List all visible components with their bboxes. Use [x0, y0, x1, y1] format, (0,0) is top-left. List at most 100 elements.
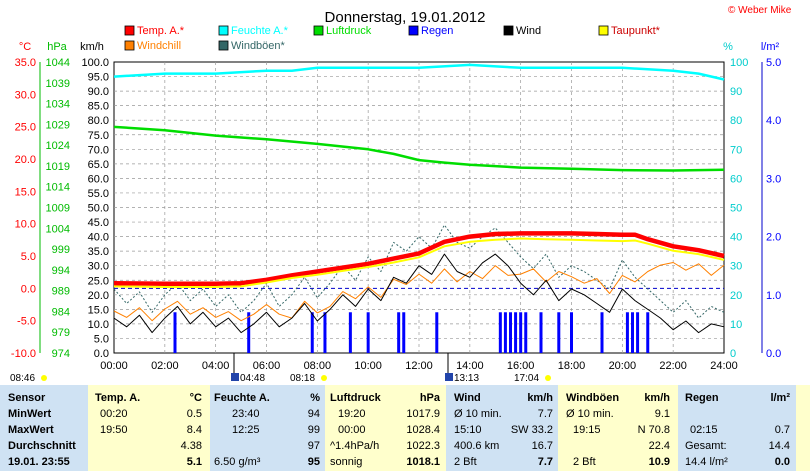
- wind-tick-label: 85.0: [88, 101, 109, 113]
- cur-gust-bft: 2 Bft: [573, 456, 596, 468]
- wind-tick-label: 10.0: [88, 319, 109, 331]
- pressure-tick-label: 979: [52, 327, 70, 339]
- series-line-taupunkt: [113, 237, 725, 288]
- cur-rain-value: 0.0: [774, 456, 790, 468]
- wind-tick-label: 50.0: [88, 203, 109, 215]
- min-press-time: 19:20: [338, 408, 366, 420]
- wind-tick-label: 60.0: [88, 173, 109, 185]
- series-line-feuchte-a: [113, 63, 725, 81]
- wind-tick-label: 30.0: [88, 261, 109, 273]
- temp-tick-label: 5.0: [21, 251, 36, 263]
- x-tick-label: 12:00: [405, 360, 433, 372]
- credit-text: © Weber Mike: [728, 5, 792, 16]
- min-temp-value: 0.5: [186, 408, 202, 420]
- avg-rain-value: 14.4: [768, 440, 790, 452]
- avg-gust-value: 22.4: [648, 440, 670, 452]
- sunrise-time: 04:48: [240, 373, 265, 384]
- legend-swatch: [218, 40, 229, 51]
- row-avg-label: Durchschnitt: [8, 440, 76, 452]
- moonrise-time: 13:13: [454, 373, 479, 384]
- sun-marker-label: 08:18: [290, 373, 315, 384]
- temp-tick-label: 20.0: [15, 154, 36, 166]
- stats-col-sensor: [0, 385, 88, 471]
- max-rain-value: 0.7: [774, 424, 790, 436]
- legend-swatch: [124, 40, 135, 51]
- rain-tick-label: 4.0: [766, 115, 781, 127]
- sun-markers: 08:46 04:48 08:18 13:13 17:04: [10, 353, 551, 384]
- sun-marker-label: 08:46: [10, 373, 35, 384]
- hdr-rain: Regen: [685, 392, 719, 404]
- legend-swatch: [503, 25, 514, 36]
- min-wind-label: Ø 10 min.: [454, 408, 502, 420]
- hdr-wind: Wind: [454, 392, 481, 404]
- rain-bar: [600, 312, 604, 353]
- wind-tick-label: 40.0: [88, 232, 109, 244]
- rain-bar: [524, 312, 528, 353]
- row-current-label: 19.01. 23:55: [8, 456, 70, 468]
- pressure-tick-label: 1009: [46, 203, 70, 215]
- max-hum-time: 12:25: [232, 424, 260, 436]
- pressure-axis-label: hPa: [47, 41, 67, 53]
- wind-tick-label: 55.0: [88, 188, 109, 200]
- stats-col-wind: [446, 385, 558, 471]
- sun-dot-icon: [321, 375, 327, 381]
- temp-tick-label: 25.0: [15, 122, 36, 134]
- temp-axis-label: °C: [19, 41, 31, 53]
- avg-wind-value: 16.7: [531, 440, 553, 452]
- humidity-tick-label: 20: [730, 290, 742, 302]
- moonrise-icon: [445, 373, 453, 381]
- cur-wind-bft: 2 Bft: [454, 456, 477, 468]
- x-tick-label: 08:00: [304, 360, 332, 372]
- pressure-tick-label: 999: [52, 244, 70, 256]
- max-rain-time: 02:15: [690, 424, 718, 436]
- rain-bar: [323, 312, 327, 353]
- temp-tick-label: 15.0: [15, 186, 36, 198]
- rain-bar: [539, 312, 543, 353]
- min-hum-value: 94: [307, 408, 320, 420]
- wind-axis-label: km/h: [80, 41, 104, 53]
- rain-tick-label: 0.0: [766, 348, 781, 360]
- series-line-windchill: [113, 262, 725, 322]
- cur-rain-total: 14.4 l/m²: [685, 456, 728, 468]
- x-tick-label: 06:00: [253, 360, 281, 372]
- weather-chart: Donnerstag, 19.01.2012 © Weber Mike Temp…: [10, 5, 792, 384]
- wind-tick-label: 65.0: [88, 159, 109, 171]
- wind-tick-label: 25.0: [88, 275, 109, 287]
- legend-label: Windböen*: [231, 40, 286, 52]
- x-tick-label: 04:00: [202, 360, 230, 372]
- series-line-luftdruck: [113, 125, 725, 172]
- row-max-label: MaxWert: [8, 424, 54, 436]
- x-tick-label: 20:00: [609, 360, 637, 372]
- hdr-humidity-unit: %: [310, 392, 320, 404]
- hdr-wind-unit: km/h: [527, 392, 553, 404]
- rain-tick-label: 5.0: [766, 57, 781, 69]
- humidity-tick-label: 100: [730, 57, 748, 69]
- cur-hum-abs: 6.50 g/m³: [214, 456, 261, 468]
- temp-tick-label: 30.0: [15, 89, 36, 101]
- pressure-tick-label: 1029: [46, 119, 70, 131]
- temp-tick-label: 35.0: [15, 57, 36, 69]
- pressure-tick-label: 1019: [46, 161, 70, 173]
- rain-bar: [557, 312, 561, 353]
- rain-bar: [310, 312, 314, 353]
- rain-bar: [514, 312, 518, 353]
- max-wind-value: SW 33.2: [510, 424, 553, 436]
- chart-title: Donnerstag, 19.01.2012: [325, 9, 486, 26]
- humidity-tick-label: 0: [730, 348, 736, 360]
- legend-label: Regen: [421, 25, 453, 37]
- humidity-tick-label: 70: [730, 144, 742, 156]
- pressure-tick-label: 984: [52, 306, 70, 318]
- wind-tick-label: 95.0: [88, 72, 109, 84]
- temp-tick-label: 10.0: [15, 219, 36, 231]
- rain-bar: [247, 312, 251, 353]
- rain-bar: [366, 312, 370, 353]
- cur-press-value: 1018.1: [406, 456, 440, 468]
- legend-swatch: [218, 25, 229, 36]
- x-tick-label: 10:00: [354, 360, 382, 372]
- chart-series: [113, 63, 725, 353]
- rain-bar: [503, 312, 507, 353]
- cur-wind-value: 7.7: [537, 456, 553, 468]
- hdr-gust-unit: km/h: [644, 392, 670, 404]
- rain-bar: [646, 312, 650, 353]
- min-temp-time: 00:20: [100, 408, 128, 420]
